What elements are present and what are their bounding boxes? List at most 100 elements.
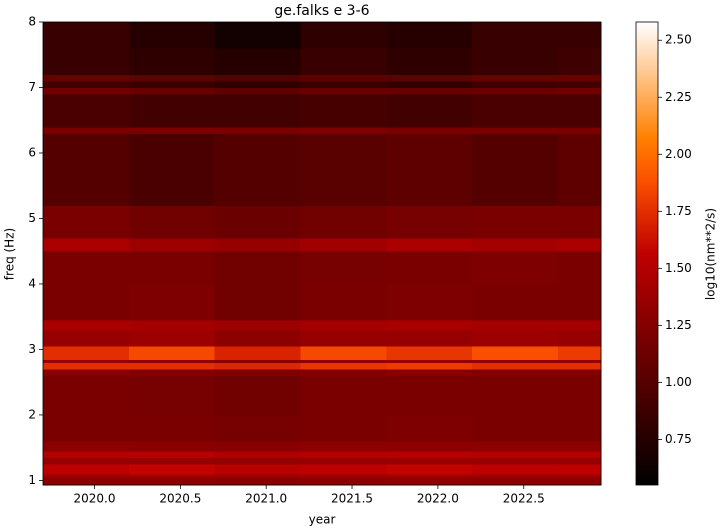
heatmap-cell [472, 375, 559, 416]
heatmap-cell [300, 126, 387, 134]
heatmap-cell [472, 477, 559, 486]
colorbar-tick-label: 2.50 [665, 33, 692, 47]
heatmap-cell [214, 329, 302, 347]
heatmap-cell [214, 477, 302, 486]
heatmap-cell [43, 477, 130, 486]
heatmap-cell [472, 473, 559, 478]
heatmap-cell [128, 457, 216, 465]
heatmap-cell [214, 359, 302, 364]
colorbar-label: log10(nm**2/s) [704, 208, 718, 300]
heatmap-cell [472, 359, 559, 364]
heatmap-cell [300, 205, 387, 239]
heatmap-cell [43, 251, 130, 285]
colorbar-tick-label: 2.25 [665, 90, 692, 104]
heatmap-cell [128, 283, 216, 321]
heatmap-cell [43, 464, 130, 475]
heatmap-cell [386, 74, 473, 82]
heatmap-cell [386, 319, 473, 331]
heatmap-cell [43, 133, 130, 206]
heatmap-cell [558, 464, 602, 475]
heatmap-cell [472, 48, 559, 75]
heatmap-cell [214, 205, 302, 239]
heatmap-cell [472, 457, 559, 465]
heatmap-cell [300, 473, 387, 478]
heatmap-cell [128, 450, 216, 458]
colorbar-tick-label: 1.00 [665, 375, 692, 389]
heatmap-cell [472, 319, 559, 331]
x-tick-label: 2022.0 [417, 492, 459, 506]
heatmap-cell [472, 414, 559, 442]
heatmap-cell [214, 362, 302, 370]
y-tick-label: 3 [28, 342, 36, 356]
heatmap-cell [558, 94, 602, 128]
heatmap-cell [43, 74, 130, 82]
heatmap-cell [128, 238, 216, 252]
heatmap-cell [43, 457, 130, 465]
heatmap-cell [386, 346, 473, 360]
heatmap-cell [386, 473, 473, 478]
heatmap-cell [300, 441, 387, 452]
heatmap-cell [386, 238, 473, 252]
heatmap-cell [214, 283, 302, 321]
heatmap-cell [43, 359, 130, 364]
heatmap-cell [300, 359, 387, 364]
x-tick-label: 2022.5 [503, 492, 545, 506]
heatmap-cell [214, 251, 302, 285]
heatmap-cell [472, 126, 559, 134]
heatmap-cell [300, 283, 387, 321]
heatmap-cell [386, 369, 473, 377]
heatmap-cell [386, 329, 473, 347]
heatmap-cell [128, 22, 216, 49]
heatmap-cell [43, 283, 130, 321]
heatmap-cell [386, 205, 473, 239]
heatmap-cell [214, 48, 302, 75]
heatmap-cell [386, 94, 473, 128]
heatmap-cell [558, 283, 602, 321]
heatmap-cell [300, 251, 387, 285]
heatmap-cell [558, 450, 602, 458]
y-tick-label: 8 [28, 15, 36, 29]
x-tick-label: 2021.5 [331, 492, 373, 506]
heatmap-cell [43, 319, 130, 331]
heatmap-cell [300, 414, 387, 442]
x-axis-label: year [309, 513, 336, 527]
heatmap-cell [386, 126, 473, 134]
heatmap-cell [214, 464, 302, 475]
heatmap-cell [558, 329, 602, 347]
heatmap-cell [43, 22, 130, 49]
heatmap-cell [472, 87, 559, 95]
heatmap-cell [128, 87, 216, 95]
heatmap-cell [43, 375, 130, 416]
heatmap-cell [558, 359, 602, 364]
heatmap-cell [558, 473, 602, 478]
heatmap-cell [558, 477, 602, 486]
heatmap-cell [43, 441, 130, 452]
colorbar-tick-label: 1.75 [665, 204, 692, 218]
heatmap-cell [300, 87, 387, 95]
heatmap-cell [128, 369, 216, 377]
heatmap-cell [43, 80, 130, 88]
heatmap-cell [558, 441, 602, 452]
heatmap-cell [214, 80, 302, 88]
heatmap-cell [128, 346, 216, 360]
colorbar-tick-label: 1.25 [665, 318, 692, 332]
heatmap-cell [214, 346, 302, 360]
chart-title: ge.falks e 3-6 [274, 3, 369, 19]
heatmap-cell [128, 414, 216, 442]
heatmap-cell [386, 22, 473, 49]
heatmap-cell [386, 283, 473, 321]
heatmap-cell [128, 441, 216, 452]
heatmap-cell [300, 362, 387, 370]
heatmap-cell [300, 94, 387, 128]
heatmap-cell [43, 48, 130, 75]
heatmap-cell [43, 87, 130, 95]
heatmap-cell [214, 369, 302, 377]
heatmap-cell [214, 457, 302, 465]
heatmap-cell [300, 464, 387, 475]
y-tick-label: 6 [28, 145, 36, 159]
heatmap-cell [214, 450, 302, 458]
heatmap-cell [43, 205, 130, 239]
colorbar [635, 21, 659, 486]
heatmap-cell [472, 251, 559, 285]
